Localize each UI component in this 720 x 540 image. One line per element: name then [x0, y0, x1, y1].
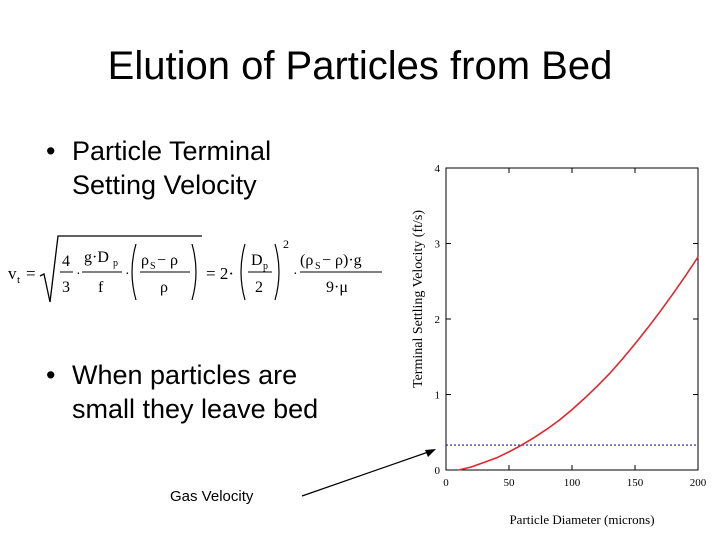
formula-exponent: 2 — [283, 237, 289, 251]
formula-rho-g-tail: − ρ)·g — [322, 252, 362, 269]
series-line — [458, 256, 699, 471]
bullet-text-line: Setting Velocity — [72, 170, 257, 200]
bullet-text-line: When particles are — [72, 360, 298, 390]
x-tick-label: 150 — [627, 477, 644, 489]
x-tick-label: 200 — [690, 477, 707, 489]
left-paren — [240, 243, 246, 301]
series-point — [483, 461, 485, 464]
formula-minus-rho: − ρ — [157, 252, 178, 269]
formula-g-dp: g·D — [84, 249, 109, 266]
series-point — [684, 275, 686, 277]
gas-velocity-label: Gas Velocity — [170, 488, 254, 505]
x-axis-label: Particle Diameter (microns) — [509, 512, 654, 527]
y-tick-label: 4 — [435, 163, 441, 175]
series-point — [571, 409, 573, 411]
series-point — [621, 358, 623, 360]
series-point — [609, 372, 611, 374]
series-point — [495, 457, 497, 459]
x-tick-label: 0 — [443, 477, 449, 489]
formula-rho-s-paren: (ρ — [300, 252, 313, 269]
formula-two: 2 — [255, 279, 263, 296]
terminal-velocity-formula: v t = 4 3 · g·D p f · ρ S − ρ ρ = 2· D p… — [8, 235, 382, 303]
x-tick-label: 100 — [564, 477, 581, 489]
series-point — [634, 343, 636, 345]
series-point — [508, 451, 510, 453]
formula-f: f — [98, 279, 104, 296]
bullet-text-line: small they leave bed — [72, 394, 319, 424]
formula-rho-s: ρ — [141, 252, 149, 269]
series-point — [470, 466, 472, 468]
formula-equals-two: = 2· — [206, 264, 234, 283]
formula-three: 3 — [62, 279, 70, 296]
formula-lhs: v — [8, 264, 17, 283]
formula-rho: ρ — [160, 279, 168, 296]
right-paren — [191, 243, 197, 301]
y-axis-label: Terminal Settling Velocity (ft/s) — [411, 210, 426, 388]
series-point — [596, 385, 598, 387]
bullet-terminal-velocity: • Particle Terminal Setting Velocity — [46, 134, 376, 204]
bullet-marker: • — [46, 136, 56, 166]
terminal-velocity-chart: 0 1 2 3 4 0 50 100 150 200 Particle Diameter (micr… — [411, 163, 707, 527]
formula-p-sub: p — [113, 258, 118, 269]
formula-nine-mu: 9·μ — [326, 279, 348, 296]
formula-p-sub: p — [263, 261, 268, 272]
series-point — [659, 310, 661, 313]
series-point — [521, 444, 523, 446]
series-point — [558, 419, 560, 421]
bullet-marker: • — [46, 360, 56, 390]
bullet-small-particles: • When particles are small they leave be… — [46, 358, 376, 428]
y-tick-label: 0 — [435, 465, 441, 477]
y-tick-label: 3 — [435, 239, 441, 251]
plot-frame — [445, 167, 699, 471]
left-paren — [131, 243, 137, 301]
formula-equals: = — [26, 264, 36, 283]
formula-lhs-sub: t — [17, 274, 20, 286]
formula-s-sub: S — [315, 261, 321, 272]
formula-dot: · — [76, 267, 81, 282]
formula-dot: · — [125, 267, 130, 282]
sqrt-sign — [39, 235, 202, 303]
y-tick-label: 2 — [435, 314, 441, 326]
right-paren — [274, 243, 280, 301]
series-point — [584, 397, 586, 399]
y-tick-label: 1 — [435, 390, 441, 402]
x-tick-label: 50 — [504, 477, 516, 489]
series-point — [697, 256, 699, 258]
series-point — [647, 327, 649, 329]
series-point — [672, 293, 674, 295]
series-point — [533, 436, 535, 439]
chart-plot-layer: 0 1 2 3 4 0 50 100 150 200 Particle Diameter (micr… — [411, 163, 707, 527]
formula-dp: D — [251, 252, 263, 269]
slide-title: Elution of Particles from Bed — [107, 44, 613, 88]
series-point — [546, 428, 548, 430]
bullet-text-line: Particle Terminal — [72, 136, 272, 166]
formula-dot: · — [293, 267, 298, 282]
formula-s-sub: S — [150, 261, 156, 272]
series-point — [458, 469, 460, 471]
formula-four: 4 — [62, 253, 70, 270]
